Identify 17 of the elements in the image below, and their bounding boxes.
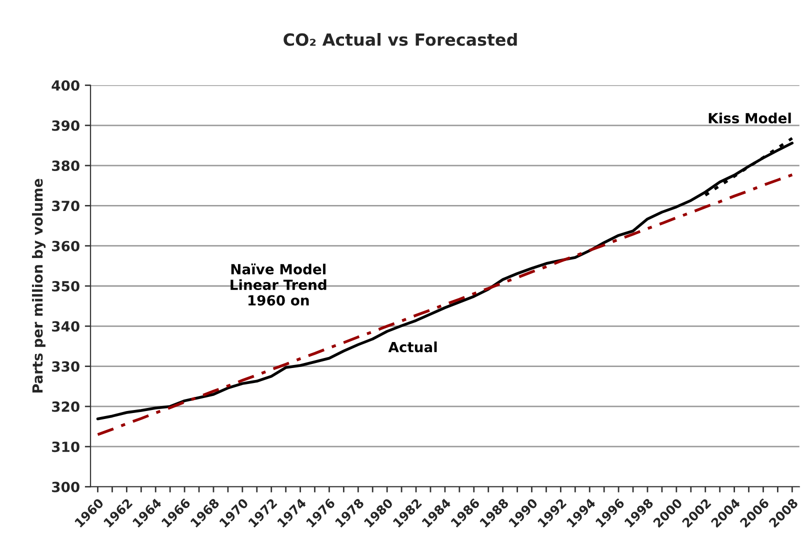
series-label: Kiss Model	[708, 112, 791, 124]
y-tick-label: 390	[52, 120, 80, 131]
y-tick-label: 300	[52, 482, 80, 492]
y-tick-label: 400	[52, 80, 80, 91]
y-axis-title: Parts per million by volume	[32, 178, 46, 393]
chart-title: CO₂ Actual vs Forecasted	[284, 33, 517, 46]
y-tick-label: 350	[52, 280, 80, 292]
y-tick-label: 320	[52, 401, 80, 412]
y-tick-label: 380	[52, 160, 80, 172]
series-label: Actual	[388, 342, 437, 352]
y-tick-label: 310	[52, 442, 80, 452]
y-tick-label: 360	[52, 240, 80, 252]
y-tick-label: 340	[52, 321, 80, 332]
y-tick-label: 370	[52, 200, 80, 212]
line-series	[96, 173, 794, 436]
text: Naïve Model Linear Trend 1960 on	[230, 264, 326, 306]
y-tick-label: 330	[52, 361, 80, 372]
